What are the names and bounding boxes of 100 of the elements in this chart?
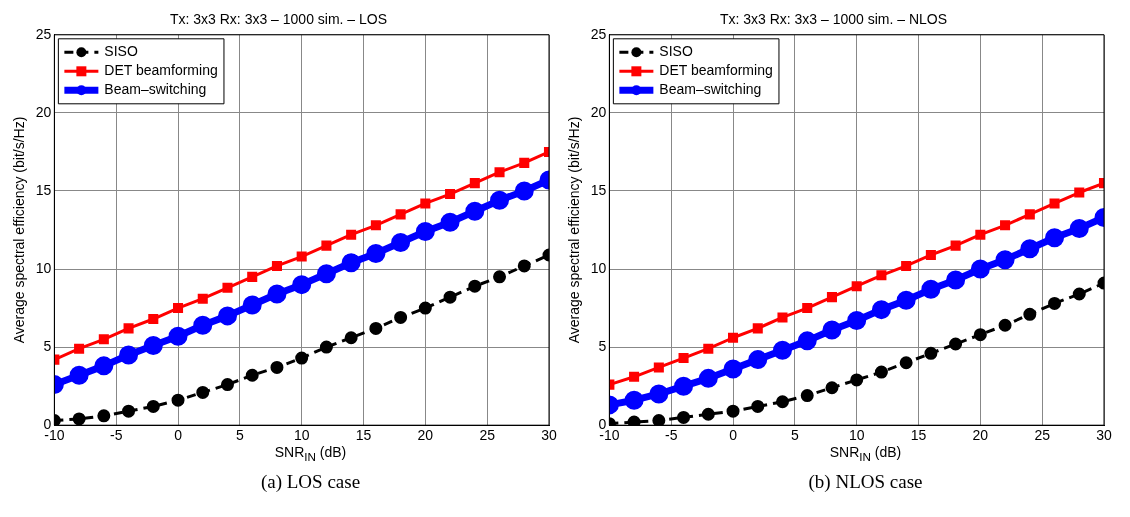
point [94,356,114,376]
x-tick-label: 20 [417,427,434,444]
point [148,313,159,325]
x-tick-label: 0 [174,427,183,444]
point [440,212,460,232]
point [1020,239,1040,259]
point [901,260,912,271]
point [517,259,531,273]
point [217,306,237,326]
point [777,312,788,323]
point [321,240,332,251]
point [874,365,888,379]
point [800,389,814,403]
point [899,356,913,370]
point [316,264,336,284]
point [72,412,86,426]
y-tick-label: 5 [598,337,607,354]
point [247,271,258,282]
point [921,279,941,299]
point [775,395,789,409]
point [519,157,530,168]
point [270,360,284,374]
point [122,404,136,418]
y-tick-label: 15 [590,181,607,198]
point [196,385,210,399]
point [369,321,383,335]
point [168,326,188,346]
legend-label: SISO [659,43,693,60]
x-tick-label: 10 [293,427,310,444]
point [171,393,185,407]
point [415,222,435,242]
point [514,181,534,201]
point [443,290,457,304]
point [998,318,1012,332]
point [490,190,510,210]
x-tick-label: 25 [479,427,496,444]
point [850,373,864,387]
point [652,414,666,426]
point [727,332,739,343]
text: (b) NLOS case [807,470,924,493]
point [1023,307,1037,321]
point [292,275,312,295]
point [242,295,262,315]
point [674,376,694,396]
text: (a) LOS case [259,470,362,493]
point [752,323,763,334]
x-axis-title: SNR$_{IN}$ (dB) [273,444,348,463]
point [468,279,482,293]
y-tick-label: 25 [35,25,52,42]
y-axis-title: Average spectral efficiency (bit/s/Hz) [11,116,28,344]
point [1069,218,1089,238]
point [493,270,507,284]
point [395,209,406,220]
point [391,232,411,252]
point [143,336,163,356]
point [295,351,309,365]
point [653,362,664,373]
point [296,251,307,262]
point [370,220,381,231]
y-tick-label: 25 [590,25,607,42]
point [826,292,837,303]
chart-title: Tx: 3x3 Rx: 3x3 – 1000 sim. – NLOS [719,11,948,28]
y-axis-title: Average spectral efficiency (bit/s/Hz) [566,116,583,344]
point [420,198,431,209]
point [494,167,505,178]
point [465,201,485,221]
point [222,282,233,293]
point [946,270,966,290]
y-tick-label: 20 [590,103,607,120]
legend-label: DET beamforming [659,62,773,79]
point [703,343,714,354]
y-tick-label: 5 [43,337,52,354]
point [950,240,961,251]
point [123,323,134,334]
x-tick-label: 5 [235,427,244,444]
point [119,345,139,365]
x-axis-title: SNR$_{IN}$ (dB) [828,444,903,463]
point [346,229,357,240]
point [995,250,1015,270]
x-tick-label: 30 [1096,427,1112,444]
point [678,353,689,364]
point [748,350,768,370]
point [876,270,887,281]
point [172,303,184,314]
point [394,310,408,324]
legend-label: Beam–switching [659,81,762,98]
x-tick-label: 30 [541,427,557,444]
point [629,371,640,382]
point [924,346,938,360]
x-tick-label: 5 [790,427,799,444]
point [723,359,743,379]
point [925,249,936,261]
point [1048,296,1062,310]
point [627,415,641,426]
point [1049,198,1060,209]
point [851,281,862,292]
point [319,340,333,354]
point [74,343,85,354]
x-tick-label: 20 [972,427,989,444]
x-tick-label: 25 [1034,427,1051,444]
